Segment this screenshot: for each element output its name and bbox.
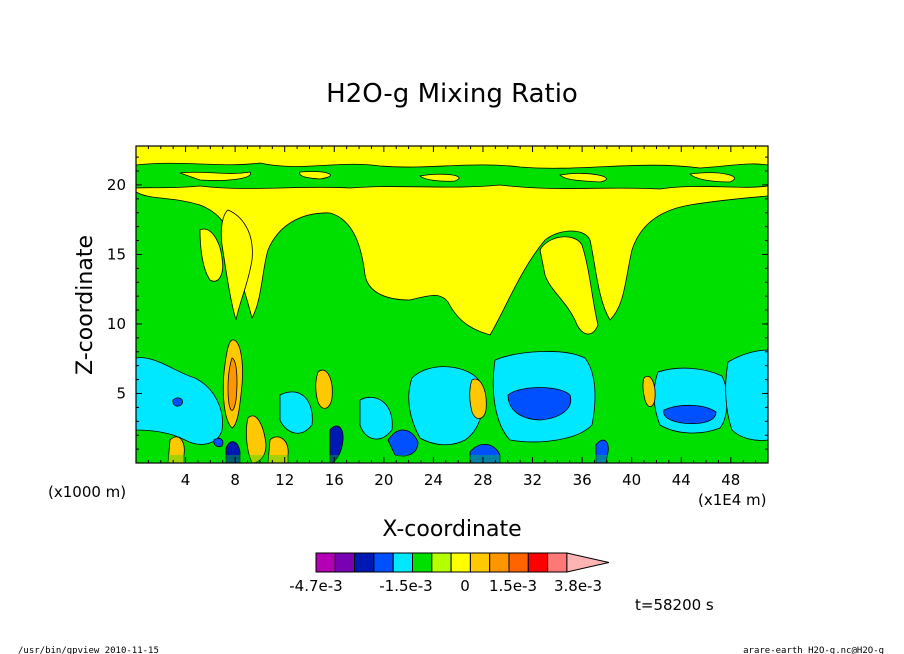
footer-left: /usr/bin/gpview 2010-11-15 [18,646,159,654]
colorbar-swatch [315,552,336,573]
region-cyan-small [279,391,393,440]
x-unit-right: (x1E4 m) [698,491,767,509]
colorbar-swatch [354,552,375,573]
colorbar-label: 3.8e-3 [554,577,602,595]
region-cyan-mid [408,366,484,446]
x-tick-label: 24 [424,471,443,489]
y-tick-label: 5 [116,384,126,402]
colorbar-swatch [431,552,452,573]
colorbar-swatch [489,552,510,573]
region-orange-plume-27 [469,378,487,419]
footer-right: arare-earth_H2O-g.nc@H2O-g [743,646,884,654]
colorbar-arrow [566,552,610,573]
region-blue-core-8 [225,441,241,463]
colorbar: -4.7e-3 -1.5e-3 0 1.5e-3 3.8e-3 [289,552,610,595]
x-tick-label: 32 [523,471,542,489]
region-orange-base [167,436,289,463]
x-tick-label: 40 [622,471,641,489]
colorbar-swatch [469,552,491,573]
x-tick-label: 12 [275,471,294,489]
region-yellow-column-c [539,236,599,335]
x-tick-label: 4 [181,471,191,489]
region-yellow-column-a [199,228,224,282]
colorbar-label: -1.5e-3 [379,577,432,595]
region-orange-plume-8-inner [227,357,238,411]
x-axis-label: X-coordinate [382,517,521,542]
region-blue-core-44 [663,404,717,424]
x-tick-label: 48 [721,471,740,489]
colorbar-swatch [412,552,433,573]
chart-title: H2O-g Mixing Ratio [326,79,578,109]
colorbar-label: 1.5e-3 [489,577,537,595]
colorbar-swatch [334,552,356,573]
region-green-base-strip [136,455,768,463]
colorbar-swatch [450,552,471,573]
region-blue-core-32 [507,387,572,421]
colorbar-label: 0 [460,577,470,595]
colorbar-swatch [508,552,529,573]
y-tick-label: 15 [107,245,126,263]
x-tick-label: 28 [473,471,492,489]
colorbar-label: -4.7e-3 [289,577,342,595]
y-axis-label: Z-coordinate [73,235,98,375]
colorbar-swatch [527,552,549,573]
region-blue-core-22 [387,429,419,457]
region-blue-small-left [172,397,224,448]
colorbar-swatch [547,552,568,573]
x-unit-left: (x1000 m) [48,483,126,501]
plot-frame [135,145,769,464]
y-tick-label: 20 [107,176,126,194]
x-tick-label: 8 [230,471,240,489]
x-tick-label: 20 [374,471,393,489]
y-tick-label: 10 [107,315,126,333]
x-tick-label: 36 [573,471,592,489]
colorbar-swatch [373,552,394,573]
region-blue-core-28 [469,444,501,463]
region-orange-plume-41 [642,375,656,407]
time-label: t=58200 s [635,596,714,614]
region-top-yellow-islands [179,171,735,183]
x-tick-label: 16 [325,471,344,489]
region-blue-core-16 [329,425,344,463]
region-orange-plume-15 [315,369,333,409]
region-blue-core-37 [595,439,609,463]
colorbar-swatch [392,552,414,573]
region-yellow-column-b [220,209,253,321]
region-orange-plume-10 [245,415,267,463]
region-cyan-far-right [725,349,768,441]
x-tick-label: 44 [672,471,691,489]
